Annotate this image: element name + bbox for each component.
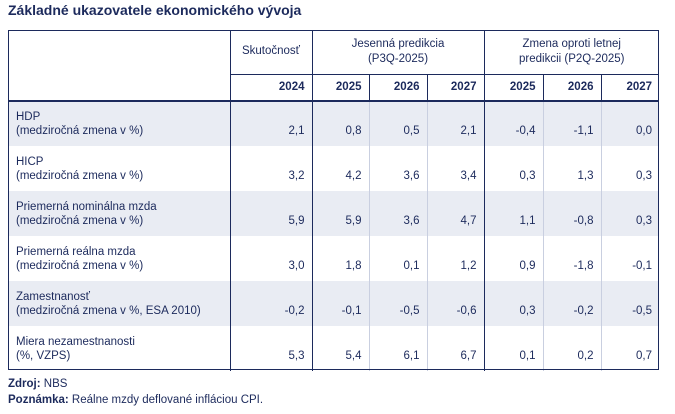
header-forecast-line2: (P3Q-2025) (367, 52, 429, 65)
header-row-groups: Skutočnosť Jesenná predikcia (P3Q-2025) … (8, 30, 660, 74)
table-cell: 0,2 (542, 326, 601, 371)
year-actual-2024: 2024 (229, 73, 312, 101)
header-actual-label: Skutočnosť (241, 45, 300, 58)
table-row: HICP (medziročná zmena v %) 3,2 4,2 3,6 3… (8, 146, 660, 191)
row-label-main: Priemerná reálna mzda (16, 245, 136, 258)
row-label-main: Zamestnanosť (16, 290, 90, 303)
note-label: Poznámka: (8, 394, 69, 406)
table-cell: -1,1 (542, 101, 601, 146)
table-cell: 1,1 (483, 191, 543, 236)
table-cell: 5,9 (229, 191, 312, 236)
row-label-main: Miera nezamestnanosti (16, 335, 135, 348)
table-cell: 3,2 (229, 146, 312, 191)
year-forecast-2025: 2025 (311, 73, 369, 101)
header-change-line1: Zmena oproti letnej (522, 37, 621, 50)
year-change-2027: 2027 (600, 73, 660, 101)
row-label-unit: (medziročná zmena v %) (16, 125, 144, 137)
table-cell: -0,8 (542, 191, 601, 236)
source-label: Zdroj: (8, 378, 41, 390)
table-cell: 1,8 (311, 236, 369, 281)
table-cell: 0,1 (368, 236, 427, 281)
table-cell: 0,0 (600, 101, 660, 146)
row-label: Miera nezamestnanosti (%, VZPS) (8, 326, 230, 371)
table-cell: 0,3 (600, 191, 660, 236)
row-label: HICP (medziročná zmena v %) (8, 146, 230, 191)
year-change-2025: 2025 (483, 73, 543, 101)
table-cell: 3,6 (368, 146, 427, 191)
table-cell: 0,8 (311, 101, 369, 146)
source-value: NBS (43, 378, 68, 390)
table-row: HDP (medziročná zmena v %) 2,1 0,8 0,5 2,… (8, 101, 660, 146)
table-cell: 0,1 (483, 326, 543, 371)
table-cell: 5,9 (311, 191, 369, 236)
table-cell: 5,4 (311, 326, 369, 371)
row-label-unit: (medziročná zmena v %) (16, 214, 144, 227)
table-row: Priemerná reálna mzda (medziročná zmena v… (8, 236, 660, 281)
table-cell: -0,5 (600, 281, 660, 326)
row-label-unit: (medziročná zmena v %, ESA 2010) (16, 304, 201, 317)
remark-note: Poznámka: Reálne mzdy deflované inflácio… (8, 394, 263, 406)
table-cell: -1,8 (542, 236, 601, 281)
table-cell: 0,3 (483, 281, 543, 326)
header-forecast-line1: Jesenná predikcia (351, 37, 445, 50)
row-label-main: Priemerná nominálna mzda (16, 200, 157, 213)
row-label: HDP (medziročná zmena v %) (8, 101, 230, 146)
header-forecast: Jesenná predikcia (P3Q-2025) (311, 30, 484, 74)
row-label-unit: (medziročná zmena v %) (16, 169, 144, 182)
table-cell: 0,3 (483, 146, 543, 191)
note-value: Reálne mzdy deflované infláciou CPI. (71, 394, 264, 406)
table-cell: 5,3 (229, 326, 312, 371)
row-label-main: HDP (16, 111, 41, 123)
table-cell: 0,3 (600, 146, 660, 191)
table-cell: 3,6 (368, 191, 427, 236)
header-row-years: 2024 2025 2026 2027 2025 2026 2027 (8, 73, 660, 101)
table-cell: 2,1 (426, 101, 484, 146)
header-actual: Skutočnosť (229, 30, 312, 74)
table-cell: 6,1 (368, 326, 427, 371)
table-cell: 6,7 (426, 326, 484, 371)
table-frame (8, 30, 659, 370)
table-cell: 3,4 (426, 146, 484, 191)
table-cell: -0,4 (483, 101, 543, 146)
year-forecast-2027: 2027 (426, 73, 484, 101)
row-label: Zamestnanosť (medziročná zmena v %, ESA 2… (8, 281, 230, 326)
table-cell: 3,0 (229, 236, 312, 281)
indicators-table: Skutočnosť Jesenná predikcia (P3Q-2025) … (8, 30, 660, 371)
row-label-unit: (%, VZPS) (16, 349, 71, 362)
table-cell: -0,2 (229, 281, 312, 326)
table-cell: 1,3 (542, 146, 601, 191)
table-row: Zamestnanosť (medziročná zmena v %, ESA 2… (8, 281, 660, 326)
table-cell: 4,7 (426, 191, 484, 236)
header-change-line2: predikcii (P2Q-2025) (519, 52, 625, 65)
row-label: Priemerná reálna mzda (medziročná zmena v… (8, 236, 230, 281)
year-forecast-2026: 2026 (368, 73, 427, 101)
table-cell: -0,1 (311, 281, 369, 326)
row-label-main: HICP (16, 155, 44, 168)
row-label: Priemerná nominálna mzda (medziročná zmen… (8, 191, 230, 236)
year-change-2026: 2026 (542, 73, 601, 101)
source-note: Zdroj: NBS (8, 378, 67, 390)
table-row: Miera nezamestnanosti (%, VZPS) 5,3 5,4 6… (8, 326, 660, 371)
table-cell: -0,6 (426, 281, 484, 326)
table-cell: 1,2 (426, 236, 484, 281)
table-cell: 0,5 (368, 101, 427, 146)
table-cell: -0,2 (542, 281, 601, 326)
table-cell: 0,7 (600, 326, 660, 371)
table-cell: -0,5 (368, 281, 427, 326)
table-cell: 0,9 (483, 236, 543, 281)
table-row: Priemerná nominálna mzda (medziročná zmen… (8, 191, 660, 236)
table-title: Základné ukazovatele ekonomického vývoja (8, 2, 302, 18)
header-change: Zmena oproti letnej predikcii (P2Q-2025) (483, 30, 660, 74)
table-cell: 4,2 (311, 146, 369, 191)
table-cell: 2,1 (229, 101, 312, 146)
table-cell: -0,1 (600, 236, 660, 281)
row-label-unit: (medziročná zmena v %) (16, 259, 144, 272)
